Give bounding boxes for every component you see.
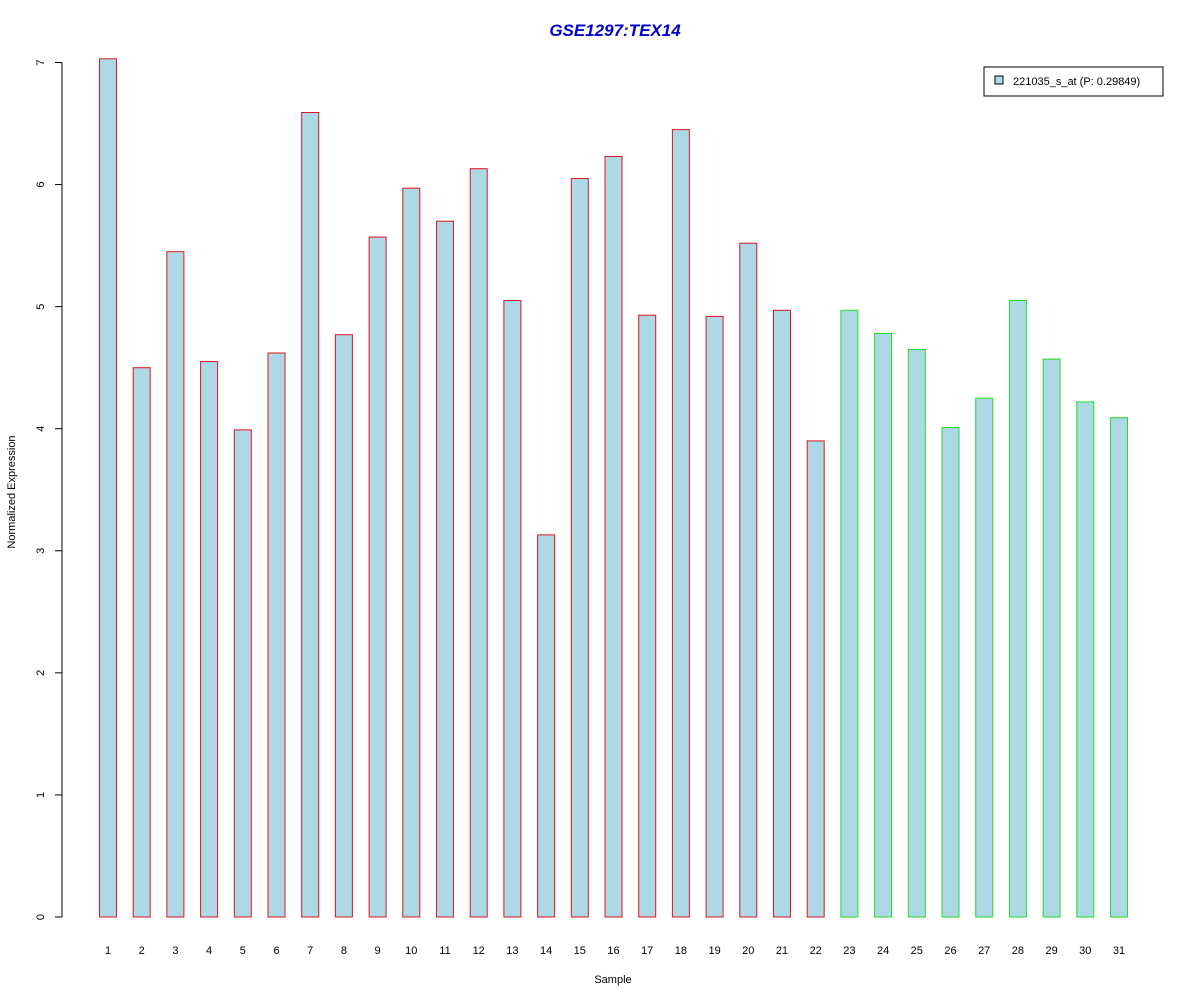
chart-title: GSE1297:TEX14: [549, 21, 681, 40]
bar-sample-29: [1042, 358, 1061, 918]
bar-sample-26: [941, 427, 960, 918]
x-tick-label: 7: [307, 945, 313, 957]
x-tick-label: 9: [375, 945, 381, 957]
bar-sample-30: [1076, 401, 1095, 918]
bar-sample-2: [132, 367, 151, 918]
x-axis-label: Sample: [594, 974, 631, 986]
x-tick-label: 25: [911, 945, 923, 957]
x-tick-label: 22: [810, 945, 822, 957]
y-tick-label: 0: [35, 914, 47, 920]
y-axis-label: Normalized Expression: [6, 435, 18, 548]
x-tick-label: 14: [540, 945, 552, 957]
bar-sample-23: [840, 309, 859, 918]
bar-sample-10: [402, 187, 421, 918]
bar-sample-7: [301, 112, 320, 918]
x-tick-label: 24: [877, 945, 889, 957]
legend: 221035_s_at (P: 0.29849): [983, 66, 1164, 97]
y-tick-label: 7: [35, 59, 47, 65]
x-tick-label: 19: [708, 945, 720, 957]
x-tick-label: 12: [473, 945, 485, 957]
x-tick-label: 13: [506, 945, 518, 957]
bar-sample-25: [907, 348, 926, 918]
x-tick-labels: 1 2 3 4 5 6 7 8 9 10 11 12 13 14 15 16 17 18 19 20 21 22 23 24 2…: [105, 945, 1125, 957]
x-tick-label: 18: [675, 945, 687, 957]
y-tick-label: 2: [35, 670, 47, 676]
bar-sample-21: [773, 309, 791, 918]
x-tick-label: 29: [1045, 945, 1057, 957]
x-tick-label: 10: [405, 945, 417, 957]
y-tick-label: 5: [35, 304, 47, 310]
x-tick-label: 21: [776, 945, 788, 957]
bar-sample-16: [604, 156, 623, 918]
bars-group: [99, 58, 1128, 918]
x-tick-label: 23: [843, 945, 855, 957]
x-tick-label: 3: [172, 945, 178, 957]
bar-sample-14: [537, 534, 556, 918]
legend-box: [983, 66, 1164, 97]
y-tick-label: 1: [35, 792, 47, 798]
x-tick-label: 17: [641, 945, 653, 957]
bar-sample-5: [233, 429, 252, 918]
bar-sample-22: [806, 440, 825, 918]
bar-sample-28: [1008, 300, 1027, 918]
bar-sample-17: [638, 314, 657, 918]
x-tick-label: 16: [607, 945, 619, 957]
x-tick-label: 15: [574, 945, 586, 957]
x-tick-label: 26: [944, 945, 956, 957]
bar-sample-9: [368, 236, 387, 918]
y-tick-label: 4: [35, 426, 47, 432]
legend-label: 221035_s_at (P: 0.29849): [1013, 76, 1140, 88]
x-tick-label: 6: [273, 945, 279, 957]
bar-sample-15: [570, 178, 589, 918]
bar-sample-1: [99, 58, 117, 918]
x-tick-label: 5: [240, 945, 246, 957]
y-tick-label: 3: [35, 548, 47, 554]
y-axis: 0 1 2 3 4 5 6 7: [35, 59, 63, 920]
x-tick-label: 28: [1012, 945, 1024, 957]
legend-swatch: [994, 75, 1004, 85]
bar-sample-12: [469, 168, 488, 918]
bar-sample-24: [874, 333, 893, 918]
x-tick-label: 27: [978, 945, 990, 957]
x-tick-label: 1: [105, 945, 111, 957]
bar-sample-3: [166, 251, 185, 918]
y-tick-label: 6: [35, 182, 47, 188]
bar-sample-4: [200, 361, 219, 918]
bar-sample-19: [705, 315, 724, 918]
bar-sample-27: [975, 397, 994, 918]
bar-sample-18: [671, 129, 690, 918]
x-tick-label: 20: [742, 945, 754, 957]
x-tick-label: 30: [1079, 945, 1091, 957]
bar-sample-13: [503, 300, 522, 918]
bar-sample-20: [739, 242, 758, 918]
x-tick-label: 2: [139, 945, 145, 957]
x-tick-label: 11: [439, 945, 450, 957]
bar-sample-8: [334, 334, 353, 918]
x-tick-label: 8: [341, 945, 347, 957]
bar-sample-6: [267, 352, 286, 918]
x-tick-label: 31: [1113, 945, 1125, 957]
bar-sample-11: [436, 220, 454, 918]
x-tick-label: 4: [206, 945, 212, 957]
bar-sample-31: [1110, 417, 1128, 918]
